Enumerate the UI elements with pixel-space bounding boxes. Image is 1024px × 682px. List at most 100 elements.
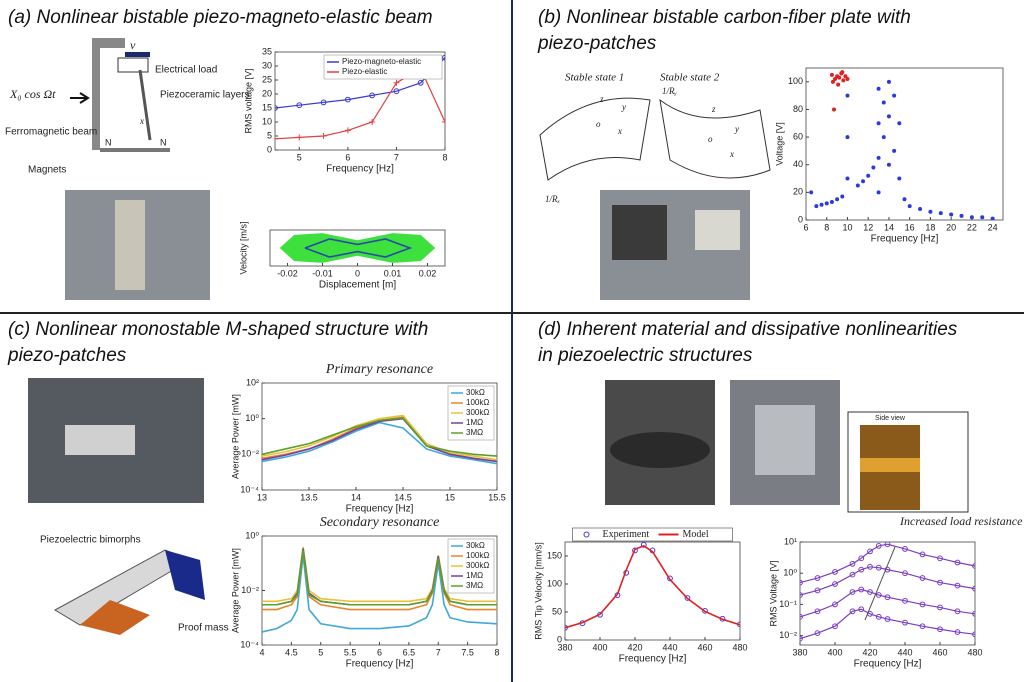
- x-axis-label: Frequency [Hz]: [619, 654, 687, 665]
- marker: [858, 586, 865, 593]
- y-tick-label: 10: [262, 116, 272, 126]
- label: x: [729, 149, 734, 159]
- y-tick-label: 10⁰: [245, 530, 259, 540]
- y-tick-label: 40: [793, 159, 803, 169]
- photo-detail: [610, 432, 710, 468]
- chart: 380 400 420 440 460 480 10⁻² 10⁻¹ 10⁰ 10¹ Frequenc…: [768, 514, 1023, 670]
- x-tick-label: 0.01: [384, 268, 402, 278]
- marker: [640, 542, 647, 548]
- marker: [972, 610, 975, 617]
- marker: [937, 555, 943, 562]
- y-tick-label: 10⁻²: [241, 449, 259, 459]
- photo-detail: [65, 425, 135, 455]
- marker: [417, 79, 424, 86]
- marker: [344, 96, 351, 103]
- x-tick-label: 420: [862, 647, 877, 657]
- marker: [937, 604, 943, 611]
- marker: [275, 105, 278, 111]
- marker: [849, 589, 856, 595]
- marker: [866, 173, 871, 178]
- marker: [840, 70, 845, 75]
- marker: [829, 72, 834, 77]
- plot-frame: [805, 67, 1004, 221]
- marker: [831, 107, 836, 112]
- marker: [296, 102, 303, 109]
- inset-image: [860, 458, 920, 472]
- x-tick-label: 14: [884, 222, 894, 232]
- marker: [867, 563, 873, 570]
- y-tick-label: 10⁻²: [241, 585, 259, 595]
- plot: [565, 542, 740, 631]
- marker: [897, 176, 902, 181]
- chart: -0.02 -0.01 0 0.01 0.02 Displacement [m] Veloc…: [238, 221, 446, 291]
- marker: [907, 204, 912, 209]
- x-axis-label: Frequency [Hz]: [854, 659, 922, 670]
- y-tick-label: 30: [262, 60, 272, 70]
- marker: [858, 566, 865, 573]
- x-tick-label: 440: [662, 642, 677, 652]
- marker: [919, 575, 926, 581]
- marker: [845, 77, 850, 82]
- line: [262, 421, 497, 465]
- bimorph: [80, 600, 150, 635]
- photo-detail: [612, 205, 667, 260]
- marker: [876, 86, 881, 91]
- marker: [884, 566, 891, 573]
- beam: [125, 52, 150, 57]
- marker: [954, 559, 961, 566]
- chart: 4 4.5 5 5.5 6 6.5 7 7.5 8 10⁻⁴ 10⁻² 10⁰ Secondary re…: [230, 515, 499, 669]
- marker: [369, 92, 376, 99]
- marker: [800, 613, 803, 620]
- marker: [845, 135, 850, 140]
- x-tick-label: 8: [442, 152, 447, 162]
- x-tick-label: 4: [259, 647, 264, 657]
- legend-label: Piezo-elastic: [342, 67, 387, 76]
- line: [262, 546, 497, 603]
- diagram-labels: Electrical load Piezoceramic layers Ferr…: [5, 38, 906, 634]
- y-tick-label: 100: [788, 76, 803, 86]
- marker: [858, 555, 865, 562]
- marker: [667, 575, 673, 582]
- label: Stable state 2: [660, 72, 720, 84]
- label: o: [596, 119, 601, 129]
- legend-label: Model: [683, 529, 709, 540]
- y-tick-label: 10⁻⁴: [240, 484, 259, 494]
- marker: [919, 551, 926, 558]
- marker: [867, 548, 873, 555]
- y-axis-label: RMS Voltage [V]: [768, 560, 778, 626]
- marker: [886, 114, 891, 119]
- marker: [840, 194, 845, 199]
- legend-label: 3MΩ: [466, 581, 483, 590]
- marker: [918, 206, 923, 211]
- marker: [442, 119, 445, 125]
- line: [262, 417, 497, 457]
- y-axis-label: RMS Tip Velocity [mm/s]: [533, 542, 543, 640]
- x-tick-label: 13.5: [300, 492, 318, 502]
- label: N: [160, 137, 167, 147]
- y-tick-label: 10⁰: [245, 413, 259, 423]
- marker: [393, 88, 400, 95]
- x-tick-label: 480: [967, 647, 982, 657]
- y-axis-label: Voltage [V]: [774, 122, 784, 166]
- y-tick-label: 0: [557, 634, 562, 644]
- marker: [320, 133, 327, 139]
- x-tick-label: 7: [394, 152, 399, 162]
- x-tick-label: 16: [905, 222, 915, 232]
- line: [262, 417, 497, 463]
- marker: [886, 162, 891, 167]
- marker: [858, 606, 865, 613]
- plot: [262, 546, 497, 633]
- x-tick-label: 22: [967, 222, 977, 232]
- electrical-load: [117, 57, 149, 73]
- line: [304, 238, 413, 258]
- line: [800, 566, 975, 596]
- annotation-arrow: [864, 546, 896, 621]
- marker: [830, 79, 835, 84]
- panel-title: (c) Nonlinear monostable M-shaped struct…: [8, 319, 428, 340]
- area: [279, 233, 436, 263]
- marker: [814, 204, 819, 209]
- x-tick-label: -0.02: [277, 268, 298, 278]
- marker: [702, 607, 708, 614]
- line: [262, 554, 497, 633]
- chart: 5 6 7 8 0 5 10 15 20 25 30 35 Frequency [Hz] RMS volt…: [243, 46, 447, 174]
